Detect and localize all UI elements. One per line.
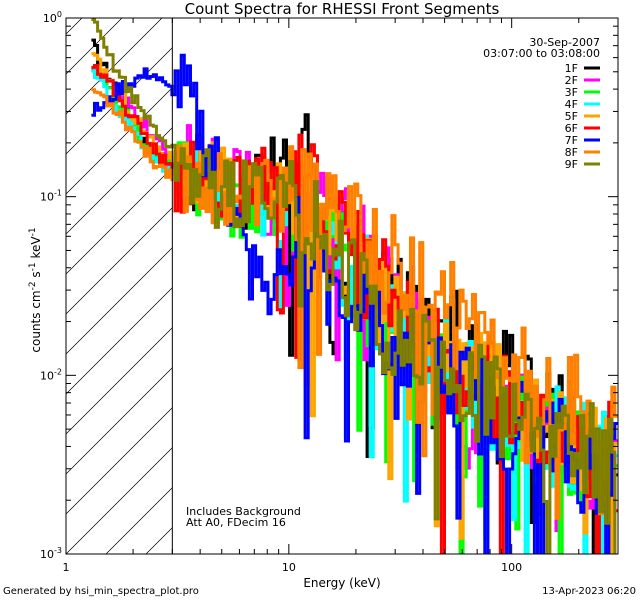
legend-label-2F: 2F [565, 74, 578, 87]
y-tick-label: 10-3 [40, 546, 62, 561]
y-tick-label-base: 10 [40, 548, 54, 561]
annotation-background: Includes Background [186, 505, 301, 518]
hatch-line [626, 14, 640, 554]
legend-label-7F: 7F [565, 134, 578, 147]
hatch-line [66, 18, 83, 35]
legend-label-4F: 4F [565, 98, 578, 111]
hatch-line [66, 87, 173, 195]
y-tick-label: 10-2 [40, 367, 62, 382]
series-line-8F [91, 88, 618, 520]
legend-label-1F: 1F [565, 62, 578, 75]
series-layer [91, 18, 618, 554]
y-tick-label-base: 10 [43, 12, 57, 25]
legend-label-5F: 5F [565, 110, 578, 123]
plot-frame [65, 17, 619, 555]
y-tick-label-exponent: -3 [54, 546, 62, 555]
hatch-line [0, 14, 46, 554]
series-line-9F [91, 18, 617, 554]
x-tick-label: 100 [501, 561, 522, 574]
chart-title: Count Spectra for RHESSI Front Segments [185, 0, 500, 18]
hatch-line [66, 247, 173, 355]
hatch-line [66, 447, 173, 554]
legend-label-3F: 3F [565, 86, 578, 99]
legend-label-9F: 9F [565, 158, 578, 171]
hatch-line [0, 14, 6, 554]
hatch-line [66, 407, 173, 515]
y-tick-label-exponent: 0 [57, 10, 62, 19]
y-axis-label-part: s [29, 271, 43, 281]
x-tick-labels: 1 10 100 [63, 561, 523, 574]
generated-by-label: Generated by hsi_min_spectra_plot.pro [3, 586, 199, 597]
date-label: 30-Sep-2007 [529, 36, 600, 49]
y-axis-label-part: -2 [28, 281, 38, 290]
y-axis-label-part: keV [29, 236, 43, 263]
y-tick-label-base: 10 [40, 369, 54, 382]
hatch-line [66, 367, 173, 475]
y-tick-label: 100 [43, 10, 62, 25]
timestamp-label: 13-Apr-2023 06:20 [542, 586, 636, 597]
legend-label-6F: 6F [565, 122, 578, 135]
y-tick-label: 10-1 [40, 189, 62, 204]
y-tick-label-exponent: -1 [54, 189, 62, 198]
y-axis-label: counts cm-2 s-1 keV-1 [28, 227, 43, 352]
hatch-line [66, 18, 163, 115]
x-tick-label: 10 [282, 561, 296, 574]
y-axis-label-part: -1 [28, 227, 38, 236]
y-axis-label-part: -1 [28, 262, 38, 271]
y-tick-label-exponent: -2 [54, 367, 62, 376]
x-axis-label: Energy (keV) [303, 576, 380, 590]
time-range-label: 03:07:00 to 03:08:00 [483, 47, 600, 60]
y-tick-label-base: 10 [40, 191, 54, 204]
x-tick-label: 1 [63, 561, 70, 574]
hatch-line [66, 127, 173, 235]
hatch-line [66, 207, 173, 315]
annotation-attenuator: Att A0, FDecim 16 [186, 516, 286, 529]
legend-label-8F: 8F [565, 146, 578, 159]
axis-ticks [65, 18, 619, 555]
y-axis-label-part: counts cm [29, 290, 43, 352]
